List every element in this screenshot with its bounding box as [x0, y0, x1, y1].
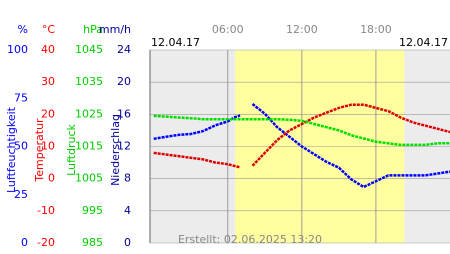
y-tick-label: 0: [21, 236, 28, 249]
series-line: [153, 114, 450, 147]
y-tick-label: 0: [48, 172, 55, 185]
axis-unit: mm/h: [99, 23, 131, 36]
axis-unit: hPa: [83, 23, 103, 36]
axis-unit: %: [18, 23, 28, 36]
y-tick-label: 30: [41, 75, 55, 88]
y-tick-label: 1045: [75, 43, 103, 56]
y-tick-label: 20: [41, 107, 55, 120]
axis-title: Temperatur: [33, 118, 46, 183]
date-label: 12.04.17: [399, 36, 448, 49]
y-tick-label: 75: [14, 91, 28, 104]
y-tick-label: 985: [82, 236, 103, 249]
y-tick-label: -10: [37, 204, 55, 217]
y-tick-label: 25: [14, 188, 28, 201]
y-tick-label: 1035: [75, 75, 103, 88]
y-tick-label: 0: [124, 236, 131, 249]
x-tick-label: 06:00: [212, 23, 244, 36]
y-tick-label: 16: [117, 107, 131, 120]
y-tick-label: 100: [7, 43, 28, 56]
y-tick-label: 8: [124, 172, 131, 185]
y-tick-label: 4: [124, 204, 131, 217]
y-tick-label: 20: [117, 75, 131, 88]
y-tick-label: 1025: [75, 107, 103, 120]
y-tick-label: 12: [117, 140, 131, 153]
y-tick-label: 1015: [75, 140, 103, 153]
axis-title: Niederschlag: [109, 114, 122, 186]
y-tick-label: 24: [117, 43, 131, 56]
date-label: 12.04.17: [151, 36, 200, 49]
axis-title: Luftfeuchtigkeit: [5, 106, 18, 193]
axis-unit: °C: [42, 23, 56, 36]
y-tick-label: 40: [41, 43, 55, 56]
axis-title: Luftdruck: [65, 123, 78, 175]
x-tick-label: 12:00: [286, 23, 318, 36]
series-line: [153, 103, 450, 169]
x-tick-label: 18:00: [360, 23, 392, 36]
y-tick-label: 1005: [75, 172, 103, 185]
y-tick-label: 10: [41, 140, 55, 153]
y-tick-label: -20: [37, 236, 55, 249]
y-tick-label: 995: [82, 204, 103, 217]
y-tick-label: 50: [14, 140, 28, 153]
footer: Erstellt: 02.06.2025 13:20: [178, 233, 322, 246]
